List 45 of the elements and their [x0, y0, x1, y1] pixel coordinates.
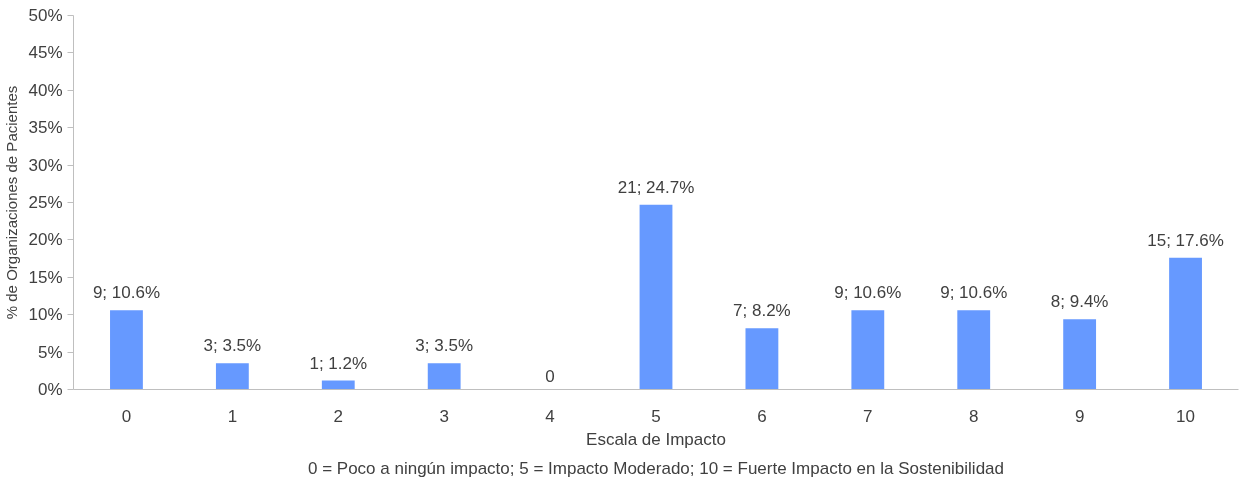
- data-label: 9; 10.6%: [92, 283, 161, 303]
- bar: [745, 328, 779, 390]
- x-tick-label: 1: [227, 406, 238, 426]
- y-tick-label: 5%: [37, 342, 63, 362]
- y-tick-label: 35%: [28, 118, 63, 138]
- x-axis-title: Escala de Impacto: [586, 429, 726, 449]
- bar: [215, 363, 249, 390]
- bar: [957, 310, 991, 390]
- data-label: 15; 17.6%: [1147, 230, 1224, 250]
- data-label: 21; 24.7%: [617, 177, 695, 197]
- data-label: 1; 1.2%: [309, 353, 368, 373]
- y-tick-label: 40%: [28, 80, 63, 100]
- bar: [851, 310, 885, 390]
- y-tick-label: 20%: [28, 230, 63, 250]
- data-label: 8; 9.4%: [1050, 292, 1109, 312]
- x-tick-label: 0: [121, 406, 132, 426]
- x-tick-label: 4: [545, 406, 555, 426]
- x-tick-label: 3: [439, 406, 449, 426]
- bar: [110, 310, 143, 390]
- data-label: 3; 3.5%: [415, 336, 474, 356]
- y-tick-label: 25%: [28, 193, 63, 212]
- y-tick-label: 0%: [37, 380, 63, 399]
- text: 0 = Poco a ningún impacto; 5 = Impacto Moderado; 10 = Fuerte Impacto en la Sostenibilidad: [307, 458, 1005, 478]
- data-label: 7; 8.2%: [733, 301, 791, 321]
- data-label: 9; 10.6%: [940, 283, 1008, 303]
- data-label: 9; 10.6%: [834, 283, 902, 303]
- bar: [1169, 257, 1202, 390]
- y-tick-label: 30%: [28, 155, 63, 175]
- x-tick-label: 2: [333, 406, 344, 426]
- x-tick-label: 5: [651, 406, 661, 426]
- x-tick-label: 7: [863, 406, 873, 426]
- y-tick-label: 15%: [28, 267, 63, 287]
- bar: [427, 363, 461, 390]
- x-tick-label: 8: [969, 406, 979, 426]
- y-tick-label: 10%: [28, 305, 63, 325]
- y-tick-label: 50%: [28, 6, 63, 25]
- data-label: 0: [545, 366, 555, 386]
- x-tick-label: 9: [1074, 406, 1085, 426]
- x-tick-label: 10: [1176, 406, 1196, 426]
- y-tick-label: 45%: [28, 43, 63, 63]
- data-label: 3; 3.5%: [203, 336, 262, 356]
- bar: [1063, 319, 1097, 390]
- y-axis-title: % de Organizaciones de Pacientes: [3, 85, 21, 320]
- x-tick-label: 6: [757, 406, 767, 426]
- bar: [639, 204, 673, 390]
